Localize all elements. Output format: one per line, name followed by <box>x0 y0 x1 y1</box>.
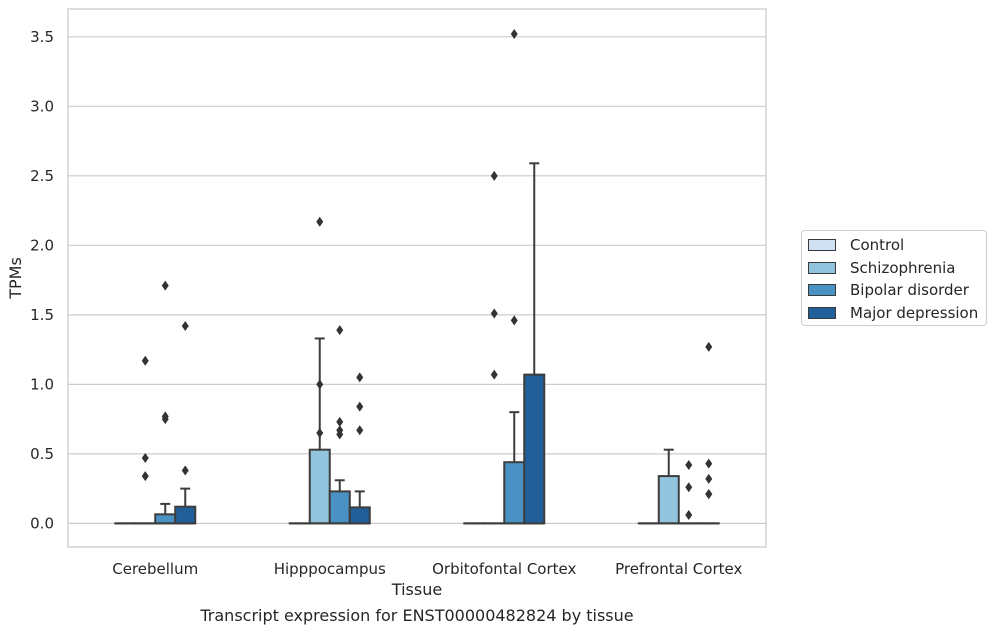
legend-item-schizophrenia: Schizophrenia <box>808 258 955 278</box>
box-bipolar-disorder-cerebellum <box>154 280 177 525</box>
outlier-point <box>490 369 498 380</box>
outlier-point <box>705 489 713 500</box>
box-major-depression-cerebellum <box>174 320 197 525</box>
box-major-depression-prefrontal-cortex <box>697 341 720 525</box>
outlier-point <box>141 471 149 482</box>
legend-item-bipolar-disorder: Bipolar disorder <box>808 280 969 300</box>
outlier-point <box>161 280 169 291</box>
legend-swatch-major-depression <box>808 307 836 319</box>
box-rect <box>308 448 331 525</box>
box-bipolar-disorder-hipppocampus <box>328 325 351 525</box>
outlier-point <box>336 416 344 427</box>
box-rect <box>657 475 680 525</box>
outlier-point <box>510 315 518 326</box>
outlier-point <box>316 216 324 227</box>
y-tick-label: 2.5 <box>30 167 54 185</box>
box-rect <box>154 513 177 525</box>
box-schizophrenia-prefrontal-cortex <box>657 448 680 525</box>
outlier-point <box>705 341 713 352</box>
legend-label-control: Control <box>850 236 905 254</box>
legend-swatch-bipolar-disorder <box>808 284 836 296</box>
x-tick-label: Hipppocampus <box>274 560 386 578</box>
x-tick-labels: Cerebellum Hipppocampus Orbitofontal Corte… <box>112 560 742 578</box>
x-tick-label: Cerebellum <box>112 560 198 578</box>
y-tick-label: 3.5 <box>30 28 54 46</box>
box-rect <box>328 490 351 525</box>
y-tick-label: 3.0 <box>30 97 54 115</box>
plot-area <box>67 8 767 548</box>
outlier-point <box>316 379 324 390</box>
legend-item-major-depression: Major depression <box>808 303 978 323</box>
outlier-point <box>685 459 693 470</box>
y-axis-label: TPMs <box>6 257 25 300</box>
legend-label-schizophrenia: Schizophrenia <box>850 259 956 277</box>
y-tick-label: 1.5 <box>30 306 54 324</box>
box-schizophrenia-hipppocampus <box>308 216 331 525</box>
x-tick-label: Orbitofontal Cortex <box>432 560 576 578</box>
box-rect <box>348 506 371 525</box>
outlier-point <box>316 428 324 439</box>
legend-item-control: Control <box>808 235 904 255</box>
y-tick-label: 0.5 <box>30 445 54 463</box>
outlier-point <box>356 425 364 436</box>
chart-caption: Transcript expression for ENST0000048282… <box>200 606 634 625</box>
outlier-point <box>356 372 364 383</box>
outlier-point <box>490 308 498 319</box>
outlier-point <box>141 453 149 464</box>
y-tick-label: 1.0 <box>30 375 54 393</box>
x-axis-label: Tissue <box>391 580 442 599</box>
outlier-point <box>336 425 344 436</box>
outlier-point <box>141 355 149 366</box>
y-tick-labels: 0.0 0.5 1.0 1.5 2.0 2.5 3.0 3.5 <box>30 28 54 533</box>
y-tick-label: 0.0 <box>30 514 54 532</box>
box-marks <box>114 29 720 525</box>
outlier-point <box>685 482 693 493</box>
outlier-point <box>161 411 169 422</box>
y-tick-label: 2.0 <box>30 236 54 254</box>
legend-label-major-depression: Major depression <box>850 304 979 322</box>
outlier-point <box>705 458 713 469</box>
box-bipolar-disorder-prefrontal-cortex <box>677 459 700 525</box>
outlier-point <box>510 29 518 40</box>
outlier-point <box>181 320 189 331</box>
outlier-point <box>356 401 364 412</box>
x-tick-label: Prefrontal Cortex <box>615 560 742 578</box>
legend-swatch-schizophrenia <box>808 262 836 274</box>
legend-label-bipolar-disorder: Bipolar disorder <box>850 281 969 299</box>
legend-swatch-control <box>808 239 836 251</box>
outlier-point <box>705 473 713 484</box>
outlier-point <box>336 325 344 336</box>
box-major-depression-orbitofontal-cortex <box>523 162 546 525</box>
box-schizophrenia-orbitofontal-cortex <box>483 170 506 525</box>
box-rect <box>174 505 197 525</box>
outlier-point <box>181 465 189 476</box>
box-rect <box>523 373 546 525</box>
box-rect <box>503 461 526 525</box>
outlier-point <box>490 170 498 181</box>
legend: Control Schizophrenia Bipolar disorder M… <box>801 230 987 326</box>
outlier-point <box>685 510 693 521</box>
box-schizophrenia-cerebellum <box>134 355 157 525</box>
box-major-depression-hipppocampus <box>348 372 371 525</box>
